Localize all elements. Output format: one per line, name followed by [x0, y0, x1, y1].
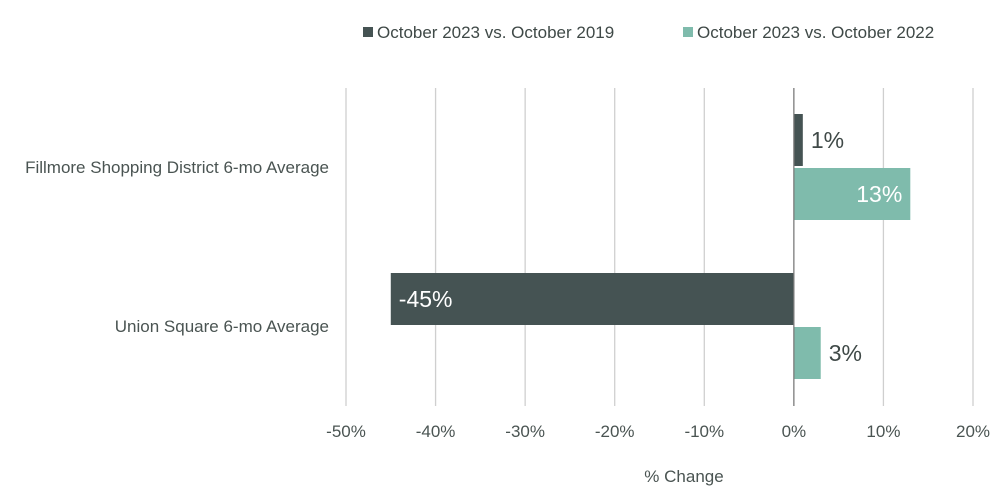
category-label: Union Square 6-mo Average	[115, 317, 329, 336]
legend-label: October 2023 vs. October 2022	[697, 23, 934, 42]
x-tick-label: -50%	[326, 422, 366, 441]
data-label: 3%	[829, 340, 862, 366]
bar	[793, 327, 821, 379]
data-label: 13%	[856, 181, 902, 207]
bars	[390, 114, 911, 379]
x-tick-label: 0%	[782, 422, 807, 441]
bar	[793, 114, 803, 166]
x-tick-label: -30%	[505, 422, 545, 441]
category-labels: Fillmore Shopping District 6-mo Average U…	[25, 158, 329, 336]
legend-label: October 2023 vs. October 2019	[377, 23, 614, 42]
legend-swatch	[363, 27, 373, 37]
x-tick-label: -20%	[595, 422, 635, 441]
gridlines	[345, 88, 974, 406]
legend-swatch	[683, 27, 693, 37]
category-label: Fillmore Shopping District 6-mo Average	[25, 158, 329, 177]
x-tick-label: -40%	[416, 422, 456, 441]
legend: October 2023 vs. October 2019 October 202…	[363, 23, 934, 42]
data-label: 1%	[811, 127, 844, 153]
x-axis-title: % Change	[644, 467, 723, 486]
data-label: -45%	[399, 286, 453, 312]
x-tick-label: 10%	[866, 422, 900, 441]
x-tick-label: -10%	[684, 422, 724, 441]
bar	[793, 168, 911, 220]
data-labels: 1% 13% -45% 3%	[399, 127, 903, 366]
bar	[390, 273, 794, 325]
x-tick-label: 20%	[956, 422, 990, 441]
x-tick-labels: -50% -40% -30% -20% -10% 0% 10% 20%	[326, 422, 990, 441]
